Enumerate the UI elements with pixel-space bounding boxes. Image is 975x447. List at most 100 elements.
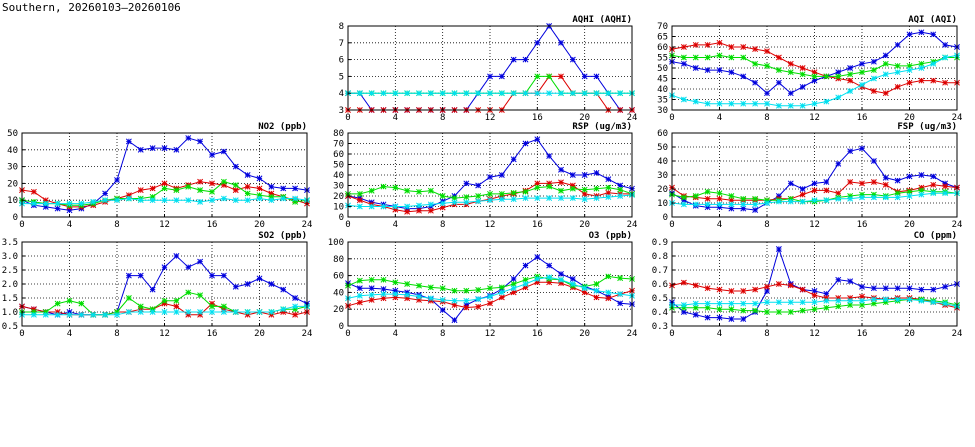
chart-aqhi: 0 4 8 12 16 20 24 3 4 5 6 7 8 AQHI (AQHI) — [339, 15, 638, 123]
data-point-red — [232, 187, 239, 194]
data-point-cyan — [356, 90, 363, 97]
data-point-cyan — [680, 96, 687, 103]
data-point-cyan — [859, 81, 865, 88]
data-point-blue — [740, 205, 747, 212]
y-tick-label: 0.3 — [652, 322, 668, 332]
data-point-blue — [149, 286, 156, 293]
data-point-green — [680, 54, 687, 61]
chart-fsp: 0 4 8 12 16 20 24 0 10 20 30 40 50 60 FSP (ug/m3) — [657, 122, 962, 230]
data-point-red — [740, 44, 747, 50]
data-point-cyan — [692, 98, 699, 105]
data-point-green — [787, 195, 794, 202]
data-point-green — [752, 60, 759, 67]
data-point-blue — [775, 246, 782, 252]
chart-title: O3 (ppb) — [589, 231, 632, 241]
x-tick-label: 12 — [809, 329, 820, 339]
data-point-red — [280, 309, 287, 315]
y-tick-label: 30 — [333, 182, 344, 192]
data-point-green — [704, 304, 711, 311]
y-tick-label: 0.4 — [652, 308, 668, 318]
data-point-cyan — [90, 311, 97, 318]
data-point-cyan — [799, 102, 806, 109]
data-point-cyan — [427, 90, 434, 97]
data-point-green — [232, 182, 239, 189]
data-point-cyan — [847, 195, 854, 202]
x-tick-label: 16 — [857, 113, 868, 123]
data-point-cyan — [102, 197, 109, 204]
y-tick-label: 1.0 — [2, 308, 18, 318]
data-point-green — [569, 185, 576, 192]
data-point-blue — [510, 276, 517, 282]
data-point-red — [416, 207, 422, 214]
data-point-green — [451, 287, 458, 294]
chart-title: NO2 (ppb) — [258, 122, 307, 132]
data-point-cyan — [209, 309, 215, 315]
data-point-cyan — [498, 196, 505, 203]
data-point-cyan — [775, 102, 782, 109]
data-point-red — [787, 60, 794, 67]
data-point-blue — [811, 77, 818, 84]
data-point-red — [534, 279, 541, 286]
data-point-red — [799, 191, 806, 198]
data-point-cyan — [942, 54, 949, 61]
data-point-green — [392, 279, 399, 286]
data-point-cyan — [498, 90, 505, 97]
data-point-green — [859, 302, 865, 308]
data-point-cyan — [439, 297, 446, 303]
data-point-red — [728, 44, 735, 50]
y-tick-label: 60 — [657, 43, 668, 53]
data-point-red — [882, 90, 889, 97]
data-point-blue — [392, 287, 399, 294]
data-point-green — [823, 304, 830, 311]
data-point-red — [716, 39, 723, 46]
data-point-green — [680, 194, 687, 201]
data-point-green — [680, 304, 687, 311]
data-point-blue — [752, 79, 759, 86]
data-point-blue — [882, 285, 889, 292]
data-point-red — [463, 304, 470, 311]
data-point-blue — [256, 275, 263, 282]
y-tick-label: 0.9 — [652, 238, 668, 248]
data-point-green — [42, 309, 49, 315]
data-point-green — [859, 69, 865, 76]
data-point-cyan — [522, 281, 529, 287]
data-point-blue — [487, 174, 493, 181]
data-point-cyan — [463, 199, 470, 206]
x-tick-label: 12 — [485, 329, 496, 339]
data-point-cyan — [918, 297, 925, 304]
data-point-blue — [740, 73, 747, 80]
data-point-blue — [569, 276, 576, 282]
y-tick-label: 0 — [339, 322, 344, 332]
data-point-cyan — [356, 292, 363, 299]
data-point-red — [811, 187, 818, 194]
data-point-blue — [463, 180, 470, 187]
data-point-cyan — [280, 195, 287, 202]
data-point-cyan — [894, 296, 901, 303]
data-point-cyan — [368, 203, 375, 210]
data-point-red — [847, 179, 854, 185]
data-point-red — [775, 54, 782, 61]
data-point-cyan — [137, 309, 144, 315]
data-point-red — [268, 311, 275, 318]
data-point-green — [244, 190, 251, 197]
y-tick-label: 30 — [7, 163, 18, 173]
data-point-blue — [522, 140, 529, 147]
data-point-red — [487, 300, 493, 307]
data-point-blue — [918, 172, 925, 178]
y-tick-label: 0.5 — [652, 294, 668, 304]
data-point-cyan — [799, 198, 806, 205]
data-point-red — [256, 185, 263, 192]
data-point-cyan — [114, 197, 120, 204]
data-point-cyan — [870, 296, 877, 303]
x-tick-label: 4 — [393, 329, 398, 339]
x-tick-label: 24 — [302, 329, 313, 339]
data-point-cyan — [66, 311, 73, 318]
data-point-red — [799, 65, 806, 71]
data-point-green — [368, 187, 375, 194]
data-point-cyan — [244, 309, 251, 315]
data-point-red — [581, 289, 588, 296]
data-point-blue — [692, 65, 699, 71]
data-point-cyan — [427, 295, 434, 302]
data-point-cyan — [605, 289, 612, 296]
data-point-blue — [593, 73, 600, 80]
